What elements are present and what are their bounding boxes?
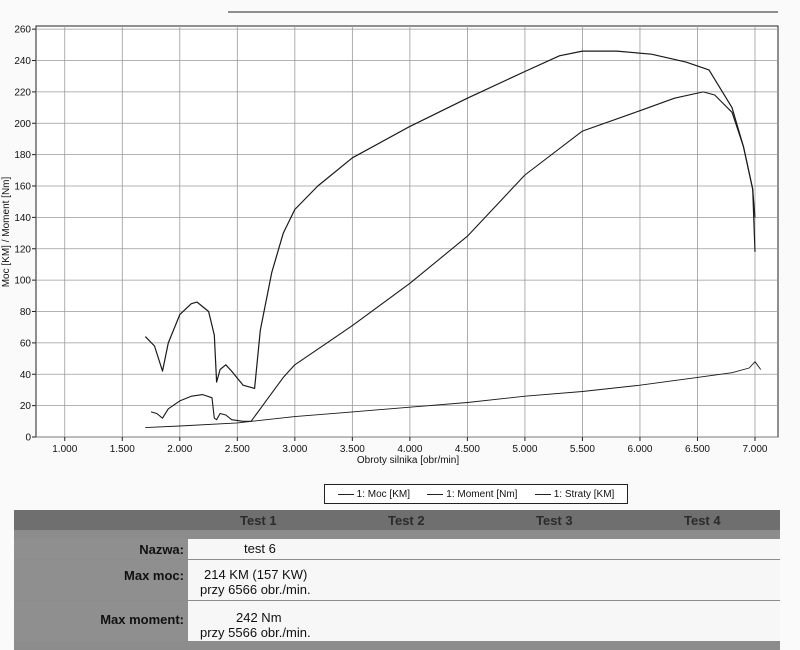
x-tick-label: 4.500 <box>455 444 480 455</box>
max-torque-rpm: przy 5566 obr./min. <box>200 625 311 640</box>
series-group <box>144 50 762 429</box>
y-tick-label: 0 <box>25 433 31 444</box>
max-power-cell: 214 KM (157 KW) przy 6566 obr./min. <box>188 560 780 600</box>
row-max-power: Max moc: 214 KM (157 KW) przy 6566 obr./… <box>14 560 780 600</box>
legend-line-icon <box>534 493 551 495</box>
name-label: Nazwa: <box>139 542 184 557</box>
max-torque-label: Max moment: <box>100 612 184 627</box>
max-power-value: 214 KM (157 KW) <box>204 567 308 582</box>
y-tick-label: 180 <box>14 150 31 161</box>
y-tick-label: 100 <box>14 276 31 287</box>
test-header: Test 4 <box>684 513 721 528</box>
legend-label: 1: Moment [Nm] <box>446 488 518 500</box>
test-header: Test 3 <box>536 513 573 528</box>
row-name: Nazwa: test 6 <box>14 539 780 559</box>
x-tick-label: 2.500 <box>225 444 250 455</box>
x-tick-label: 7.000 <box>742 444 767 455</box>
legend-item-straty: 1: Straty [KM] <box>534 488 615 500</box>
y-tick-label: 20 <box>20 401 32 412</box>
x-tick-label: 3.000 <box>282 444 307 455</box>
legend: 1: Moc [KM] 1: Moment [Nm] 1: Straty [KM… <box>324 484 628 504</box>
series-line-1 <box>150 91 756 422</box>
y-tick-label: 140 <box>14 213 31 224</box>
series-line-2 <box>144 50 756 389</box>
test-header: Test 2 <box>388 513 425 528</box>
row-max-torque: Max moment: 242 Nm przy 5566 obr./min. <box>14 601 780 641</box>
max-power-label: Max moc: <box>124 568 184 583</box>
x-tick-label: 4.000 <box>397 444 422 455</box>
dyno-chart: 1.000 1.500 2.000 2.500 3.000 3.500 4.000 4.500… <box>1 11 779 466</box>
x-tick-label: 6.500 <box>685 444 710 455</box>
y-tick-label: 240 <box>14 56 31 67</box>
legend-item-moment: 1: Moment [Nm] <box>427 489 517 500</box>
legend-label: 1: Moc [KM] <box>356 488 410 500</box>
y-tick-label: 260 <box>14 25 31 36</box>
max-power-rpm: przy 6566 obr./min. <box>200 582 311 597</box>
plot-area <box>35 25 779 438</box>
y-tick-label: 80 <box>20 307 32 318</box>
max-torque-value: 242 Nm <box>236 610 282 625</box>
x-tick-label: 1.500 <box>110 444 135 455</box>
x-tick-label: 1.000 <box>52 444 77 455</box>
x-tick-label: 5.500 <box>570 444 595 455</box>
x-tick-label: 2.000 <box>167 444 192 455</box>
x-tick-label: 3.500 <box>340 444 365 455</box>
x-tick-label: 6.000 <box>627 444 652 455</box>
name-value: test 6 <box>244 541 276 556</box>
x-tick-label: 5.000 <box>512 444 537 455</box>
max-torque-cell: 242 Nm przy 5566 obr./min. <box>188 601 780 641</box>
y-tick-label: 200 <box>14 119 31 130</box>
y-ticks: 0 20 40 60 80 100 120 140 160 180 200 220 240 260 <box>14 25 36 444</box>
y-tick-label: 220 <box>14 87 31 98</box>
y-tick-label: 160 <box>14 182 31 193</box>
test-header: Test 1 <box>240 513 277 528</box>
series-line-3 <box>145 361 762 429</box>
legend-item-moc: 1: Moc [KM] <box>337 488 410 500</box>
x-ticks: 1.000 1.500 2.000 2.500 3.000 3.500 4.000 4.500… <box>52 437 768 455</box>
legend-line-icon <box>427 493 444 495</box>
x-axis-title: Obroty silnika [obr/min] <box>357 455 459 466</box>
legend-line-icon <box>337 493 354 495</box>
grid <box>36 26 778 438</box>
legend-label: 1: Straty [KM] <box>553 488 615 500</box>
y-tick-label: 40 <box>20 370 32 381</box>
name-cell: test 6 <box>188 539 780 559</box>
y-tick-label: 60 <box>20 338 32 349</box>
results-table: Test 1 Test 2 Test 3 Test 4 Nazwa: test … <box>14 510 780 650</box>
results-header: Test 1 Test 2 Test 3 Test 4 <box>14 510 780 530</box>
y-axis-title: Moc [KM] / Moment [Nm] <box>1 176 12 287</box>
y-tick-label: 120 <box>14 244 31 255</box>
